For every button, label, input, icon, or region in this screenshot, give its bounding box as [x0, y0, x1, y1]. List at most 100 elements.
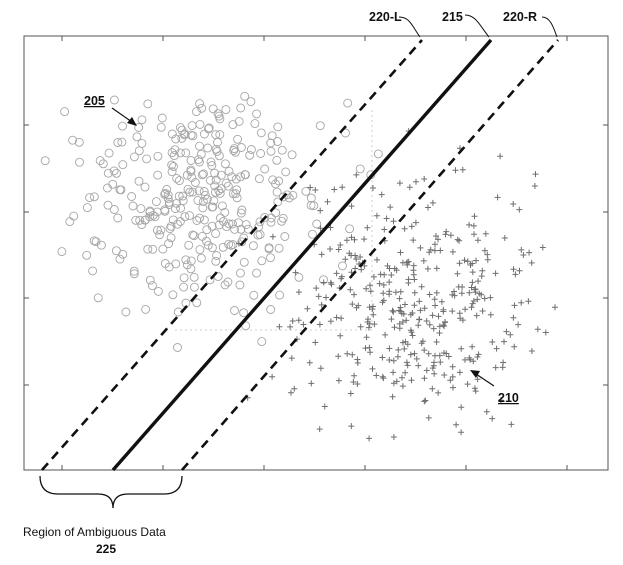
- circle-marker: [144, 245, 152, 253]
- plus-marker: [304, 306, 310, 312]
- plus-marker: [459, 284, 465, 290]
- plus-marker: [339, 184, 345, 190]
- circle-marker: [138, 139, 146, 147]
- plus-marker: [437, 248, 443, 254]
- plus-marker: [352, 266, 358, 272]
- circle-marker: [176, 124, 184, 132]
- plus-marker: [470, 269, 476, 275]
- circle-marker: [278, 217, 286, 225]
- plus-marker: [437, 359, 443, 365]
- plus-marker: [473, 258, 479, 264]
- plus-marker: [406, 276, 412, 282]
- circle-marker: [313, 220, 321, 228]
- plus-marker: [469, 279, 475, 285]
- circle-marker: [116, 255, 124, 263]
- plus-marker: [469, 344, 475, 350]
- circle-marker: [70, 212, 78, 220]
- plus-marker: [391, 358, 397, 364]
- circle-marker: [250, 291, 258, 299]
- plus-marker: [391, 218, 397, 224]
- plus-marker: [390, 309, 396, 315]
- tick-marks: [24, 36, 608, 470]
- plus-marker: [508, 421, 514, 427]
- circle-marker: [276, 291, 284, 299]
- plus-marker: [512, 271, 518, 277]
- plus-marker: [342, 256, 348, 262]
- plus-marker: [485, 257, 491, 263]
- circle-marker: [194, 197, 202, 205]
- circle-marker: [157, 123, 165, 131]
- circle-marker: [257, 150, 265, 158]
- plus-marker: [382, 332, 388, 338]
- plus-marker: [386, 346, 392, 352]
- plus-marker: [462, 306, 468, 312]
- circle-marker: [267, 147, 275, 155]
- circle-marker: [154, 287, 162, 295]
- plus-marker: [337, 242, 343, 248]
- plus-marker: [335, 353, 341, 359]
- circle-marker: [86, 194, 94, 202]
- plus-marker: [386, 279, 392, 285]
- plus-marker: [414, 356, 420, 362]
- plus-marker: [387, 204, 393, 210]
- circle-marker: [137, 205, 145, 213]
- circle-marker: [135, 177, 143, 185]
- circle-marker: [274, 123, 282, 131]
- plus-marker: [443, 229, 449, 235]
- plus-marker: [471, 231, 477, 237]
- plus-marker: [411, 263, 417, 269]
- plus-marker: [381, 282, 387, 288]
- plus-marker: [402, 302, 408, 308]
- circle-marker: [258, 257, 266, 265]
- circle-marker: [156, 231, 164, 239]
- plus-marker: [457, 310, 463, 316]
- plus-marker: [431, 371, 437, 377]
- plus-marker: [390, 308, 396, 314]
- circle-marker: [251, 120, 259, 128]
- arrow-210-head: [470, 370, 480, 378]
- plus-marker: [354, 357, 360, 363]
- plus-marker: [460, 167, 466, 173]
- plus-marker: [493, 365, 499, 371]
- plus-marker: [450, 385, 456, 391]
- plus-marker: [469, 304, 475, 310]
- circle-marker: [222, 106, 230, 114]
- circle-marker: [241, 171, 249, 179]
- plus-marker: [361, 236, 367, 242]
- plus-marker: [413, 220, 419, 226]
- circle-marker: [83, 204, 91, 212]
- circle-marker: [247, 146, 255, 154]
- circle-marker: [261, 165, 269, 173]
- plus-marker: [495, 194, 501, 200]
- plus-marker: [351, 292, 357, 298]
- circle-marker: [76, 158, 84, 166]
- plus-marker: [402, 226, 408, 232]
- plus-marker: [422, 398, 428, 404]
- plus-marker: [400, 383, 406, 389]
- plus-marker: [397, 305, 403, 311]
- circle-marker: [258, 338, 266, 346]
- circle-marker: [197, 254, 205, 262]
- plus-marker: [384, 216, 390, 222]
- label-220-R: 220-R: [503, 10, 537, 24]
- circle-marker: [122, 308, 130, 316]
- plus-marker: [529, 260, 535, 266]
- plus-marker: [487, 295, 493, 301]
- plus-marker: [409, 377, 415, 383]
- circle-marker: [129, 202, 137, 210]
- plus-marker: [450, 249, 456, 255]
- plus-marker: [410, 237, 416, 243]
- circle-marker: [374, 150, 382, 158]
- circle-marker: [236, 269, 244, 277]
- plus-marker: [291, 386, 297, 392]
- plus-marker: [421, 398, 427, 404]
- plus-marker: [540, 245, 546, 251]
- circle-marker: [253, 269, 261, 277]
- plus-marker: [533, 171, 539, 177]
- plus-marker: [370, 312, 376, 318]
- plus-marker: [434, 339, 440, 345]
- plus-marker: [344, 237, 350, 243]
- plus-marker: [380, 375, 386, 381]
- plus-marker: [319, 251, 325, 257]
